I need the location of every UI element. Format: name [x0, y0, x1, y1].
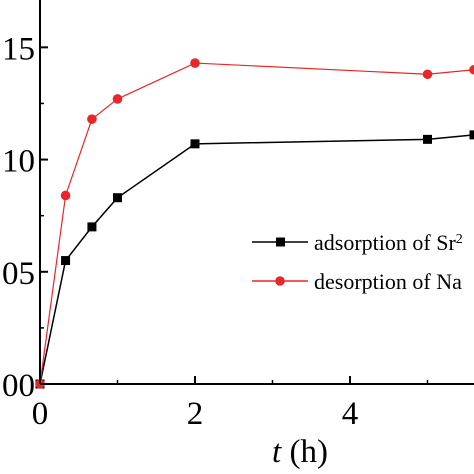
x-tick-label: 2 — [187, 396, 204, 432]
data-point-adsorption — [469, 130, 474, 140]
x-axis-variable: t — [272, 434, 282, 470]
series-line-adsorption — [39, 134, 474, 385]
y-tick-label: .05 — [0, 256, 35, 292]
x-axis-title: t (h) — [272, 434, 328, 470]
y-tick-label: .15 — [0, 31, 35, 67]
legend-label-adsorption-text: adsorption of Sr — [314, 230, 456, 255]
legend-marker-adsorption — [276, 237, 285, 247]
data-point-adsorption — [113, 193, 122, 203]
legend-label-adsorption: adsorption of Sr2 — [314, 230, 463, 255]
x-tick-label: 0 — [32, 396, 49, 432]
data-point-adsorption — [87, 222, 97, 232]
data-point-adsorption — [61, 256, 71, 266]
data-point-adsorption — [423, 134, 432, 144]
x-tick-label: 4 — [342, 396, 359, 432]
data-point-desorption — [60, 190, 71, 201]
legend-marker-desorption — [275, 276, 285, 286]
y-tick-label: .00 — [0, 368, 35, 404]
data-point-desorption — [469, 64, 474, 75]
legend-label-desorption: desorption of Na — [314, 269, 462, 294]
legend: adsorption of Sr2 desorption of Na — [252, 230, 463, 294]
data-point-desorption — [87, 114, 97, 124]
series-layer — [35, 58, 474, 389]
data-point-desorption — [422, 69, 433, 80]
x-axis-unit: (h) — [281, 434, 328, 470]
x-axis-ticks: 0 2 4 — [32, 376, 429, 432]
y-tick-label: .10 — [0, 144, 35, 180]
series-line-desorption — [39, 62, 474, 385]
y-axis-ticks: .00 .05 .10 .15 — [0, 31, 48, 404]
data-point-adsorption — [190, 139, 200, 149]
data-point-desorption — [112, 94, 123, 104]
data-point-desorption — [190, 58, 200, 68]
legend-label-adsorption-sup: 2 — [456, 232, 463, 247]
